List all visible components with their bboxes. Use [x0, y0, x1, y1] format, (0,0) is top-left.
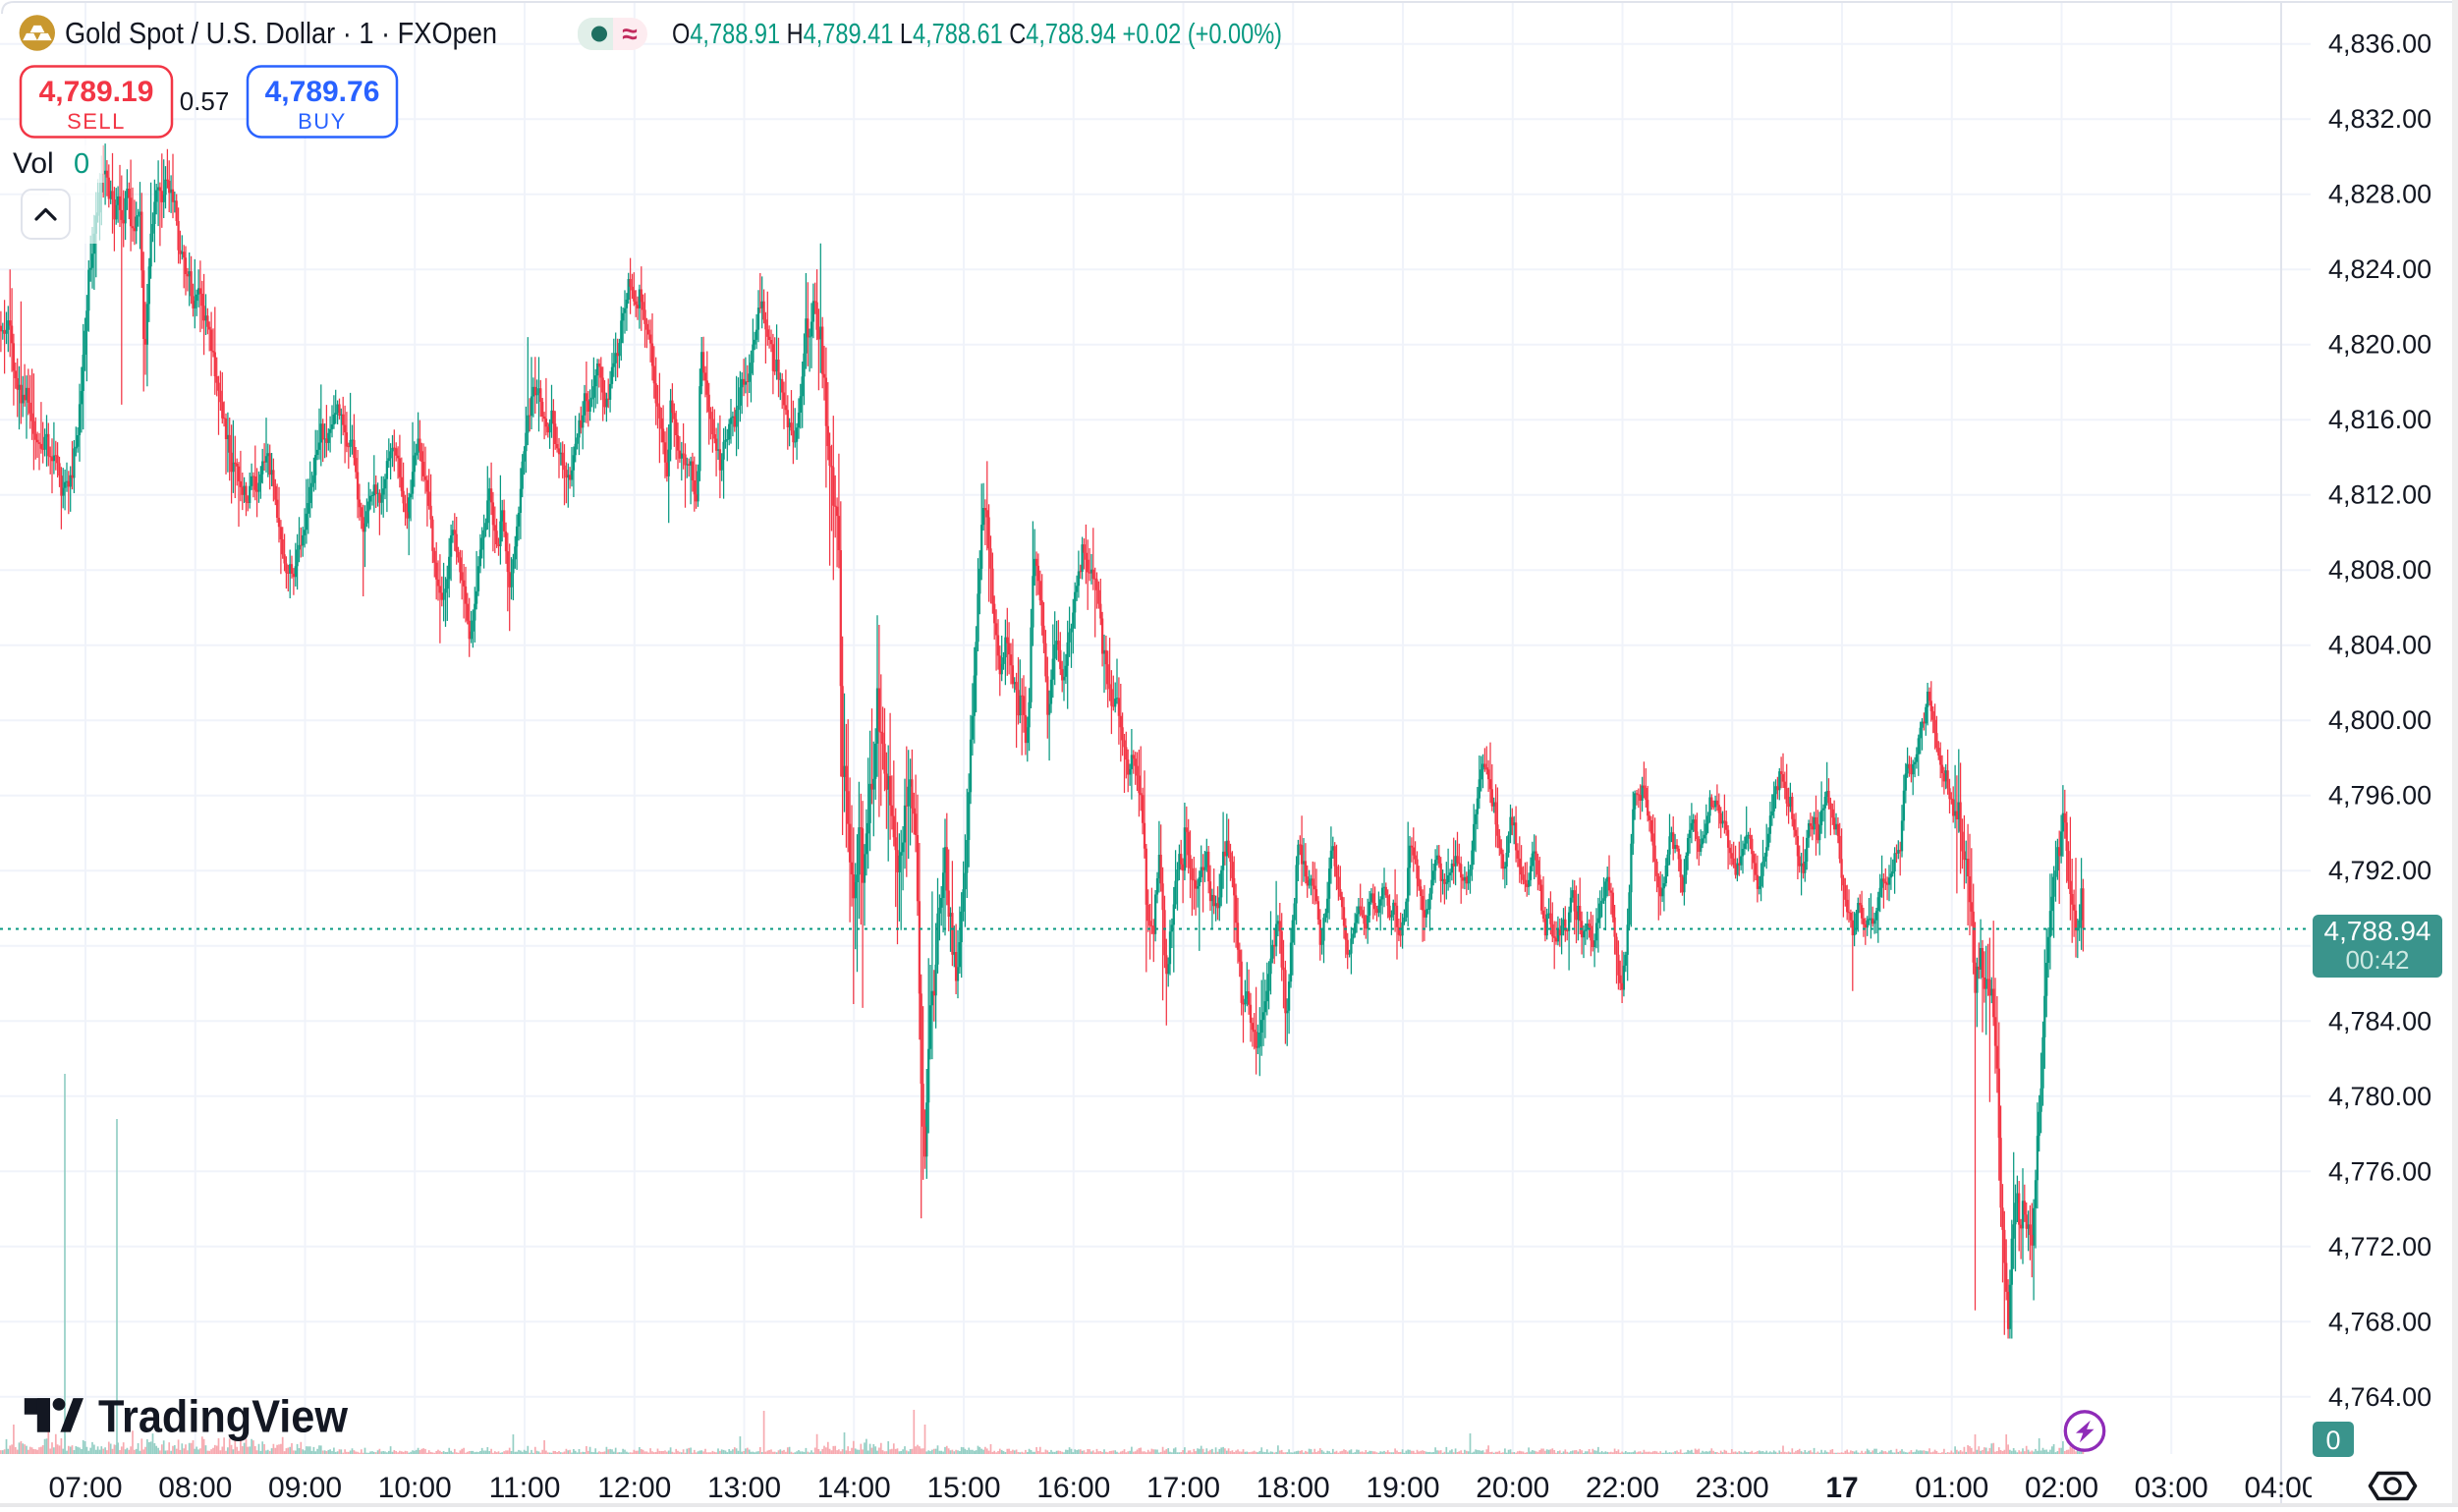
svg-text:4,776.00: 4,776.00 — [2328, 1156, 2431, 1186]
svg-text:15:00: 15:00 — [926, 1472, 1000, 1504]
svg-text:22:00: 22:00 — [1586, 1472, 1659, 1504]
svg-text:14:00: 14:00 — [817, 1472, 891, 1504]
svg-text:07:00: 07:00 — [48, 1472, 122, 1504]
svg-text:≈: ≈ — [622, 19, 637, 49]
svg-text:20:00: 20:00 — [1476, 1472, 1549, 1504]
svg-text:13:00: 13:00 — [707, 1472, 781, 1504]
svg-text:0: 0 — [2325, 1426, 2340, 1455]
svg-text:00:42: 00:42 — [2345, 945, 2409, 975]
svg-text:4,789.76: 4,789.76 — [265, 76, 380, 108]
svg-text:17: 17 — [1825, 1472, 1858, 1504]
svg-text:SELL: SELL — [67, 109, 126, 134]
svg-text:09:00: 09:00 — [268, 1472, 342, 1504]
svg-text:12:00: 12:00 — [597, 1472, 671, 1504]
svg-text:TradingView: TradingView — [98, 1391, 348, 1442]
svg-text:4,764.00: 4,764.00 — [2328, 1382, 2431, 1412]
svg-text:4,824.00: 4,824.00 — [2328, 254, 2431, 284]
svg-text:4,796.00: 4,796.00 — [2328, 781, 2431, 811]
svg-text:4,832.00: 4,832.00 — [2328, 104, 2431, 134]
svg-text:01:00: 01:00 — [1915, 1472, 1988, 1504]
svg-text:10:00: 10:00 — [378, 1472, 452, 1504]
svg-text:04:00: 04:00 — [2244, 1472, 2318, 1504]
svg-text:4,784.00: 4,784.00 — [2328, 1006, 2431, 1036]
svg-text:4,828.00: 4,828.00 — [2328, 180, 2431, 209]
svg-text:18:00: 18:00 — [1257, 1472, 1330, 1504]
svg-text:4,789.19: 4,789.19 — [39, 76, 154, 108]
svg-text:Gold Spot / U.S. Dollar · 1 ·: Gold Spot / U.S. Dollar · 1 · FXOpen — [65, 16, 497, 50]
svg-text:4,792.00: 4,792.00 — [2328, 856, 2431, 885]
svg-text:4,808.00: 4,808.00 — [2328, 555, 2431, 585]
svg-text:4,820.00: 4,820.00 — [2328, 330, 2431, 360]
svg-text:03:00: 03:00 — [2135, 1472, 2208, 1504]
svg-text:4,772.00: 4,772.00 — [2328, 1232, 2431, 1261]
svg-text:4,836.00: 4,836.00 — [2328, 29, 2431, 59]
svg-text:02:00: 02:00 — [2025, 1472, 2098, 1504]
svg-text:0.57: 0.57 — [180, 86, 230, 116]
svg-text:4,812.00: 4,812.00 — [2328, 480, 2431, 510]
svg-text:17:00: 17:00 — [1146, 1472, 1220, 1504]
svg-text:O4,788.91 H4,789.41 L4,788.61: O4,788.91 H4,789.41 L4,788.61 C4,788.94 … — [672, 19, 1282, 50]
svg-text:4,816.00: 4,816.00 — [2328, 405, 2431, 434]
svg-text:4,768.00: 4,768.00 — [2328, 1307, 2431, 1336]
svg-text:16:00: 16:00 — [1036, 1472, 1110, 1504]
svg-text:19:00: 19:00 — [1366, 1472, 1439, 1504]
svg-text:4,788.94: 4,788.94 — [2324, 916, 2431, 946]
svg-text:11:00: 11:00 — [489, 1472, 561, 1504]
svg-text:4,804.00: 4,804.00 — [2328, 631, 2431, 660]
svg-text:Vol: Vol — [13, 147, 54, 180]
svg-text:4,780.00: 4,780.00 — [2328, 1082, 2431, 1111]
svg-text:23:00: 23:00 — [1696, 1472, 1769, 1504]
svg-text:08:00: 08:00 — [158, 1472, 232, 1504]
svg-text:BUY: BUY — [298, 109, 347, 134]
svg-text:4,800.00: 4,800.00 — [2328, 705, 2431, 735]
svg-text:0: 0 — [74, 148, 89, 180]
